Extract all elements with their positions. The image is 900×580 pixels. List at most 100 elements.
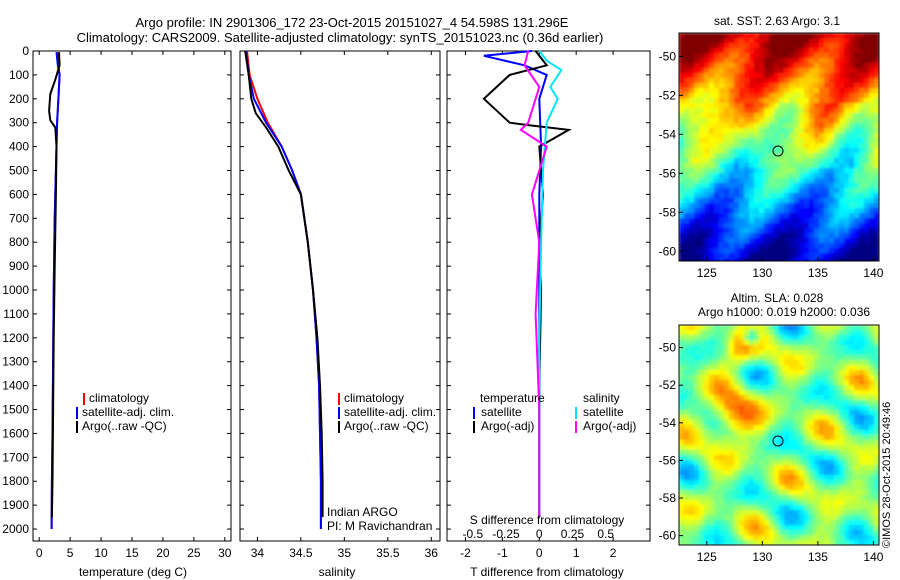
sla-cell	[694, 430, 700, 436]
sla-cell	[684, 330, 690, 336]
sst-cell	[789, 153, 795, 159]
sla-cell	[679, 515, 685, 521]
sla-cell	[714, 515, 720, 521]
sst-cell	[819, 113, 825, 119]
sla-cell	[729, 535, 735, 541]
sst-cell	[679, 213, 685, 219]
sst-cell	[734, 138, 740, 144]
sla-cell	[844, 410, 850, 416]
sla-cell	[784, 535, 790, 541]
sst-cell	[699, 148, 705, 154]
sst-cell	[814, 238, 820, 244]
sst-cell	[849, 73, 855, 79]
sst-cell	[754, 213, 760, 219]
sst-cell	[834, 218, 840, 224]
sla-cell	[689, 460, 695, 466]
sst-cell	[764, 203, 770, 209]
sla-cell	[844, 445, 850, 451]
sst-cell	[744, 63, 750, 69]
sla-cell	[809, 450, 815, 456]
sst-cell	[729, 88, 735, 94]
sla-cell	[809, 420, 815, 426]
sla-cell	[739, 325, 745, 331]
temp-ytick-label: 1300	[2, 355, 29, 369]
sst-cell	[829, 143, 835, 149]
sst-cell	[834, 83, 840, 89]
sst-cell	[844, 128, 850, 134]
sst-cell	[769, 113, 775, 119]
sst-cell	[794, 233, 800, 239]
sla-cell	[869, 360, 875, 366]
sla-cell	[874, 435, 879, 441]
sst-cell	[799, 208, 805, 214]
sst-cell	[729, 253, 735, 259]
sla-cell	[679, 410, 685, 416]
sla-cell	[814, 500, 820, 506]
sla-cell	[849, 470, 855, 476]
sst-cell	[869, 228, 875, 234]
sla-cell	[809, 360, 815, 366]
sla-cell	[724, 490, 730, 496]
sst-cell	[834, 48, 840, 54]
sst-cell	[819, 108, 825, 114]
sla-cell	[844, 435, 850, 441]
sst-cell	[809, 118, 815, 124]
sla-cell	[784, 355, 790, 361]
sla-cell	[689, 495, 695, 501]
sla-cell	[754, 355, 760, 361]
temp-ytick-label: 400	[9, 140, 29, 154]
sst-cell	[769, 143, 775, 149]
sst-cell	[844, 118, 850, 124]
sst-cell	[784, 203, 790, 209]
sla-cell	[874, 470, 879, 476]
sst-cell	[719, 213, 725, 219]
sla-cell	[754, 535, 760, 541]
sst-cell	[744, 158, 750, 164]
sla-cell	[734, 385, 740, 391]
sla-cell	[679, 470, 685, 476]
sst-cell	[769, 103, 775, 109]
sst-cell	[859, 218, 865, 224]
sst-cell	[824, 228, 830, 234]
sla-cell	[779, 440, 785, 446]
sst-cell	[764, 48, 770, 54]
temp-xtick-label: 30	[218, 546, 232, 560]
sla-cell	[769, 395, 775, 401]
sla-cell	[869, 425, 875, 431]
sla-cell	[709, 380, 715, 386]
sst-cell	[784, 198, 790, 204]
sst-cell	[734, 48, 740, 54]
sla-cell	[749, 390, 755, 396]
sst-cell	[714, 143, 720, 149]
sla-cell	[724, 460, 730, 466]
sst-cell	[784, 103, 790, 109]
sla-cell	[814, 330, 820, 336]
sla-cell	[684, 345, 690, 351]
sst-cell	[784, 163, 790, 169]
sst-cell	[854, 118, 860, 124]
sla-cell	[734, 405, 740, 411]
sst-cell	[774, 133, 780, 139]
sst-cell	[794, 78, 800, 84]
sla-cell	[859, 370, 865, 376]
sst-cell	[774, 248, 780, 254]
sla-cell	[694, 405, 700, 411]
sla-cell	[834, 450, 840, 456]
sla-cell	[719, 405, 725, 411]
sla-cell	[874, 500, 879, 506]
sla-cell	[794, 345, 800, 351]
sla-cell	[794, 475, 800, 481]
sla-cell	[839, 395, 845, 401]
sla-cell	[714, 345, 720, 351]
sla-cell	[809, 540, 815, 545]
sla-cell	[844, 415, 850, 421]
sst-cell	[819, 228, 825, 234]
sst-cell	[679, 158, 685, 164]
sst-cell	[794, 103, 800, 109]
sst-cell	[729, 213, 735, 219]
sst-cell	[809, 228, 815, 234]
sst-cell	[749, 223, 755, 229]
sst-cell	[769, 138, 775, 144]
sst-cell	[784, 238, 790, 244]
sst-cell	[819, 163, 825, 169]
